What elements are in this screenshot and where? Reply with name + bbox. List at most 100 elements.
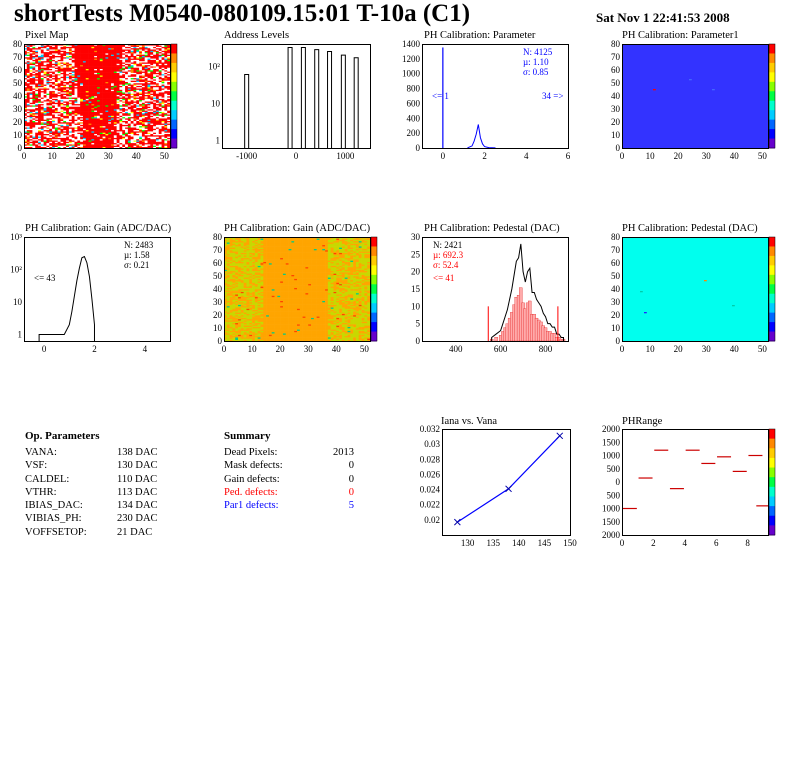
heatmap-cell (224, 240, 228, 243)
heatmap-cell (133, 109, 137, 111)
heatmap-cell (49, 138, 53, 141)
heatmap-cell (85, 92, 89, 94)
heatmap-cell (153, 136, 157, 138)
heatmap-cell (155, 124, 160, 127)
heatmap-cell (102, 66, 106, 68)
heatmap-cell (54, 124, 58, 127)
heatmap-cell (153, 115, 157, 118)
heatmap-cell (144, 72, 148, 75)
heatmap-cell (119, 114, 123, 116)
heatmap-cell (77, 66, 81, 68)
heatmap-cell (224, 282, 228, 285)
heatmap-cell (164, 142, 168, 145)
heatmap-cell (38, 67, 42, 69)
heatmap-cell (77, 120, 81, 123)
heatmap-cell (226, 255, 230, 257)
heatmap-cell (155, 137, 160, 140)
heatmap-cell (235, 307, 239, 309)
heatmap-cell (26, 98, 30, 101)
heatmap-cell (229, 316, 233, 318)
heatmap-cell (77, 101, 81, 103)
heatmap-cell (71, 97, 75, 99)
heatmap-cell (63, 93, 67, 95)
heatmap-cell (66, 99, 70, 102)
heatmap-cell (119, 54, 123, 56)
heatmap-cell (91, 84, 95, 86)
heatmap-cell (24, 83, 28, 85)
heatmap-cell (136, 145, 140, 147)
heatmap-cell (88, 68, 92, 71)
heatmap-cell (35, 55, 39, 58)
heatmap-cell (147, 70, 151, 72)
heatmap-cell (127, 135, 131, 137)
heatmap-cell (102, 83, 106, 85)
heatmap-cell (150, 120, 154, 123)
heatmap-cell (144, 111, 148, 114)
heatmap-cell (77, 123, 81, 125)
heatmap-cell (66, 127, 70, 129)
heatmap-cell (85, 133, 89, 136)
heatmap-cell (29, 92, 33, 94)
heatmap-cell (24, 115, 28, 118)
heatmap-cell (99, 99, 103, 102)
heatmap-cell (161, 50, 165, 53)
heatmap-cell (224, 308, 228, 311)
heatmap-cell (113, 46, 117, 49)
heatmap-cell (150, 57, 154, 59)
heatmap-cell (35, 129, 39, 132)
heatmap-cell (127, 118, 131, 120)
heatmap-cell (94, 128, 98, 131)
heatmap-cell (77, 59, 81, 62)
heatmap-cell (74, 96, 78, 98)
heatmap-cell (153, 64, 157, 67)
heatmap-cell (238, 253, 242, 256)
heatmap-cell (71, 75, 75, 77)
heatmap-cell (99, 68, 103, 71)
heatmap-cell (122, 79, 126, 81)
heatmap-cell (111, 101, 115, 103)
heatmap-cell (127, 53, 131, 55)
heatmap-cell (141, 99, 146, 102)
heatmap-cell (105, 103, 109, 106)
heatmap-cell (232, 325, 236, 327)
heatmap-cell (38, 120, 42, 123)
heatmap-cell (127, 122, 131, 124)
heatmap-cell (32, 51, 36, 54)
heatmap-cell (97, 51, 101, 54)
heatmap-cell (38, 132, 42, 134)
heatmap-cell (116, 114, 120, 116)
heatmap-cell (113, 122, 117, 124)
heatmap-cell (29, 142, 33, 145)
heatmap-cell (161, 51, 165, 54)
heatmap-cell (77, 125, 81, 128)
heatmap-cell (71, 140, 75, 142)
heatmap-cell (158, 83, 162, 85)
heatmap-cell (97, 75, 101, 77)
heatmap-cell (40, 125, 44, 128)
heatmap-cell (235, 339, 239, 342)
heatmap-cell (164, 119, 168, 121)
heatmap-cell (150, 125, 154, 128)
heatmap-cell (164, 79, 168, 81)
heatmap-cell (240, 335, 244, 338)
heatmap-cell (71, 63, 75, 66)
heatmap-cell (153, 60, 157, 63)
heatmap-cell (147, 101, 151, 103)
heatmap-cell (82, 67, 87, 69)
heatmap-cell (68, 98, 73, 101)
heatmap-cell (130, 80, 134, 82)
heatmap-cell (26, 110, 30, 112)
heatmap-cell (164, 103, 168, 106)
heatmap-cell (240, 315, 244, 317)
heatmap-cell (105, 70, 109, 72)
heatmap-cell (229, 291, 233, 294)
heatmap-cell (68, 97, 73, 99)
heatmap-cell (32, 60, 36, 63)
heatmap-cell (97, 47, 101, 50)
heatmap-cell (80, 72, 84, 75)
heatmap-cell (71, 88, 75, 90)
heatmap-cell (38, 133, 42, 136)
heatmap-cell (150, 145, 154, 147)
heatmap-cell (229, 320, 233, 322)
heatmap-cell (150, 118, 154, 120)
